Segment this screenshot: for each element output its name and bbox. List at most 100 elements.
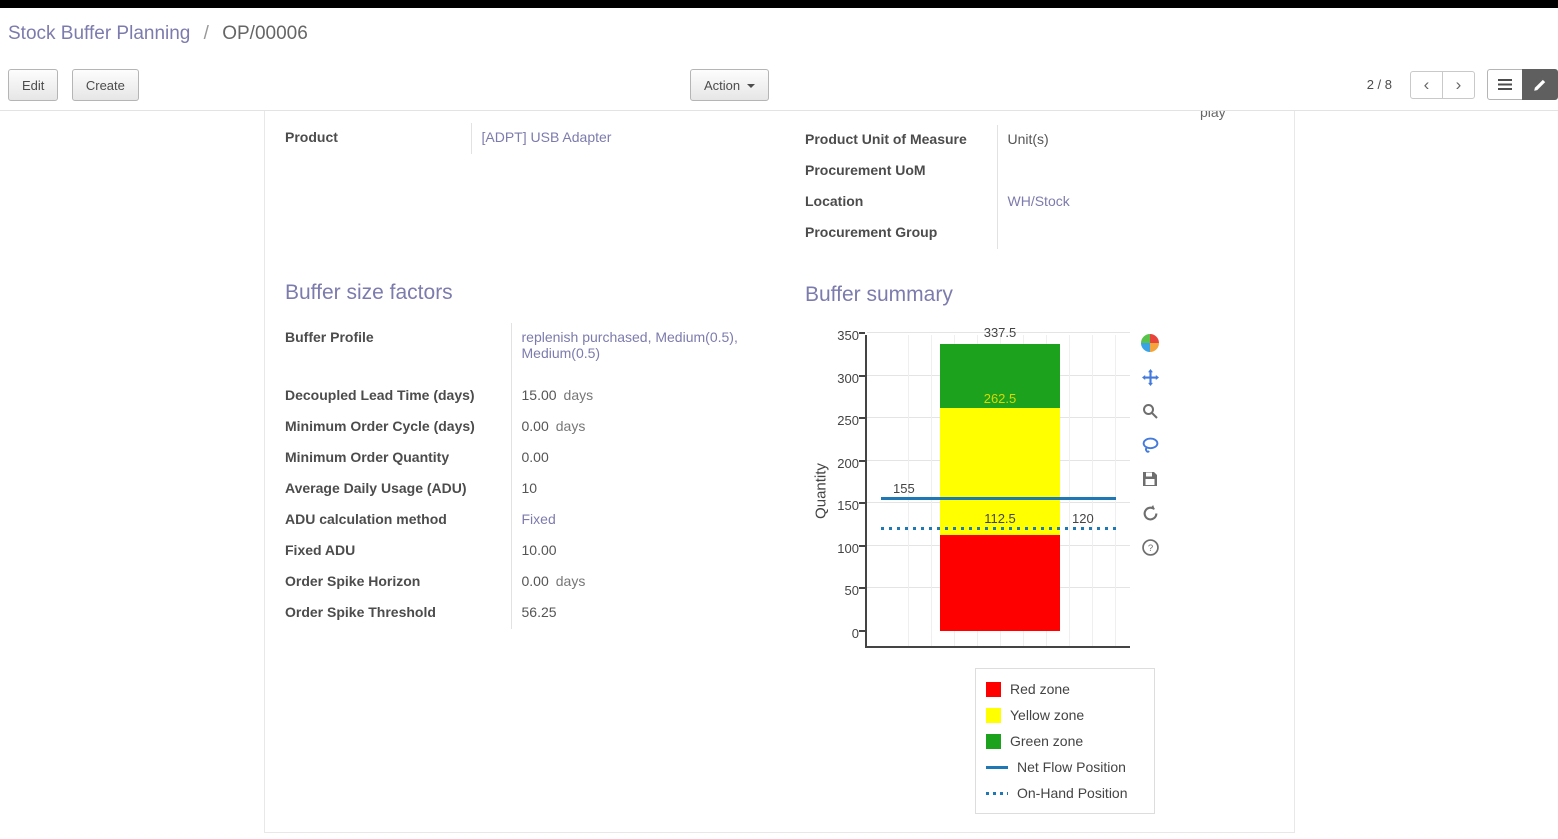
legend-item-green-zone[interactable]: Green zone (986, 728, 1154, 754)
pager-next-button[interactable]: › (1442, 70, 1475, 99)
field-row-location: Location WH/Stock (805, 187, 1287, 218)
field-suffix-spike-horizon: days (555, 573, 586, 589)
pager-value: 2 / 8 (1366, 77, 1392, 92)
legend-item-on-hand[interactable]: On-Hand Position (986, 780, 1154, 806)
field-suffix-dlt: days (563, 387, 594, 403)
clipped-text: play (1200, 111, 1226, 120)
field-row-adu-method: ADU calculation method Fixed (285, 505, 771, 536)
field-label-dlt: Decoupled Lead Time (days) (285, 387, 475, 403)
field-value-spike-horizon: 0.00 (521, 573, 549, 589)
field-row-dlt: Decoupled Lead Time (days) 15.00 days (285, 381, 771, 412)
section-title-buffer-size-factors: Buffer size factors (285, 281, 453, 304)
form-pencil-icon (1533, 79, 1545, 91)
adu-method-link[interactable]: Fixed (521, 511, 556, 527)
field-group-buffer-factors: Buffer Profile replenish purchased, Medi… (285, 323, 771, 629)
help-icon[interactable]: ? (1139, 536, 1161, 558)
field-label-min-order-cycle: Minimum Order Cycle (days) (285, 418, 475, 434)
section-title-buffer-summary: Buffer summary (805, 283, 953, 306)
field-label-product: Product (285, 129, 338, 145)
field-row-spike-horizon: Order Spike Horizon 0.00 days (285, 567, 771, 598)
field-row-procurement-uom: Procurement UoM (805, 156, 1287, 187)
breadcrumb-parent-link[interactable]: Stock Buffer Planning (8, 23, 191, 44)
legend-item-red-zone[interactable]: Red zone (986, 676, 1154, 702)
form-view-button[interactable] (1522, 69, 1558, 100)
breadcrumb: Stock Buffer Planning / OP/00006 (0, 8, 1558, 60)
location-link[interactable]: WH/Stock (1007, 193, 1070, 209)
lasso-icon[interactable] (1139, 434, 1161, 456)
pan-icon[interactable] (1139, 366, 1161, 388)
list-icon (1498, 79, 1512, 90)
chart-annotation: 112.5 (984, 511, 1016, 527)
solid-line-swatch-icon (986, 765, 1008, 769)
control-panel: Edit Create Action 2 / 8 ‹ › (0, 60, 1558, 111)
field-label-procurement-group: Procurement Group (805, 224, 938, 240)
breadcrumb-separator: / (203, 23, 209, 44)
chart-annotation: 262.5 (983, 390, 1017, 406)
svg-text:?: ? (1147, 543, 1152, 554)
red-swatch-icon (986, 681, 1001, 697)
pager-previous-button[interactable]: ‹ (1410, 70, 1443, 99)
zoom-icon[interactable] (1139, 400, 1161, 422)
field-value-adu: 10 (521, 480, 538, 496)
chart-annotation: 120 (1072, 510, 1094, 526)
action-button[interactable]: Action (690, 69, 770, 101)
field-value-procurement-uom (996, 156, 1287, 187)
field-row-product-uom: Product Unit of Measure Unit(s) (805, 125, 1287, 156)
field-value-min-order-cycle: 0.00 (521, 418, 549, 434)
buffer-profile-link[interactable]: replenish purchased, Medium(0.5), Medium… (521, 329, 738, 361)
field-row-product: Product [ADPT] USB Adapter (285, 123, 771, 154)
legend-label: Green zone (1010, 733, 1084, 749)
legend-item-net-flow[interactable]: Net Flow Position (986, 754, 1154, 780)
field-row-fixed-adu: Fixed ADU 10.00 (285, 536, 771, 567)
field-label-min-order-qty: Minimum Order Quantity (285, 449, 450, 465)
chart-modebar: ? (1137, 332, 1163, 558)
form-sheet: play Product [ADPT] USB Adapter Product … (264, 111, 1295, 833)
legend-label: Net Flow Position (1017, 759, 1126, 775)
field-group-right: Product Unit of Measure Unit(s) Procurem… (805, 125, 1287, 249)
field-value-procurement-group (996, 218, 1287, 249)
field-label-product-uom: Product Unit of Measure (805, 131, 967, 147)
reset-icon[interactable] (1139, 502, 1161, 524)
field-value-product-uom: Unit(s) (996, 125, 1287, 156)
legend-label: Red zone (1010, 681, 1070, 697)
caret-down-icon (747, 84, 756, 89)
list-view-button[interactable] (1487, 69, 1523, 100)
dotted-line-swatch-icon (986, 791, 1008, 795)
view-switcher (1487, 69, 1558, 100)
field-suffix-min-order-cycle: days (555, 418, 586, 434)
save-icon[interactable] (1139, 468, 1161, 490)
buffer-chart: Quantity 0 50 100 150 200 250 300 350 337.5 262.… (805, 311, 1283, 814)
chart-annotation: 155 (893, 481, 915, 497)
y-axis-ticks: 0 50 100 150 200 250 300 350 (837, 328, 859, 641)
plotly-logo-icon[interactable] (1139, 332, 1161, 354)
on-hand-position-line (881, 526, 1116, 530)
chart-legend: Red zone Yellow zone Green zone Net Flow… (975, 668, 1155, 814)
breadcrumb-current: OP/00006 (222, 23, 308, 44)
action-label: Action (704, 77, 741, 93)
pager: ‹ › (1410, 70, 1475, 99)
green-swatch-icon (986, 733, 1001, 749)
create-button[interactable]: Create (71, 69, 139, 101)
field-label-spike-horizon: Order Spike Horizon (285, 573, 421, 589)
chart-plot-area[interactable]: 337.5 262.5 112.5 155 120 (859, 325, 1130, 648)
field-value-dlt: 15.00 (521, 387, 557, 403)
field-label-procurement-uom: Procurement UoM (805, 162, 926, 178)
red-zone-bar (940, 535, 1060, 631)
edit-button[interactable]: Edit (8, 69, 59, 101)
product-link[interactable]: [ADPT] USB Adapter (481, 129, 612, 145)
field-value-min-order-qty: 0.00 (521, 449, 549, 465)
field-label-buffer-profile: Buffer Profile (285, 329, 374, 345)
field-value-spike-threshold: 56.25 (521, 604, 557, 620)
legend-label: Yellow zone (1010, 707, 1085, 723)
field-group-left: Product [ADPT] USB Adapter (285, 123, 771, 154)
legend-item-yellow-zone[interactable]: Yellow zone (986, 702, 1154, 728)
field-row-procurement-group: Procurement Group (805, 218, 1287, 249)
yellow-swatch-icon (986, 707, 1001, 723)
chart-annotation: 337.5 (983, 324, 1017, 340)
legend-label: On-Hand Position (1017, 785, 1128, 801)
field-label-fixed-adu: Fixed ADU (285, 542, 356, 558)
field-row-buffer-profile: Buffer Profile replenish purchased, Medi… (285, 323, 771, 381)
field-row-adu: Average Daily Usage (ADU) 10 (285, 474, 771, 505)
field-row-min-order-qty: Minimum Order Quantity 0.00 (285, 443, 771, 474)
field-label-adu-method: ADU calculation method (285, 511, 447, 527)
